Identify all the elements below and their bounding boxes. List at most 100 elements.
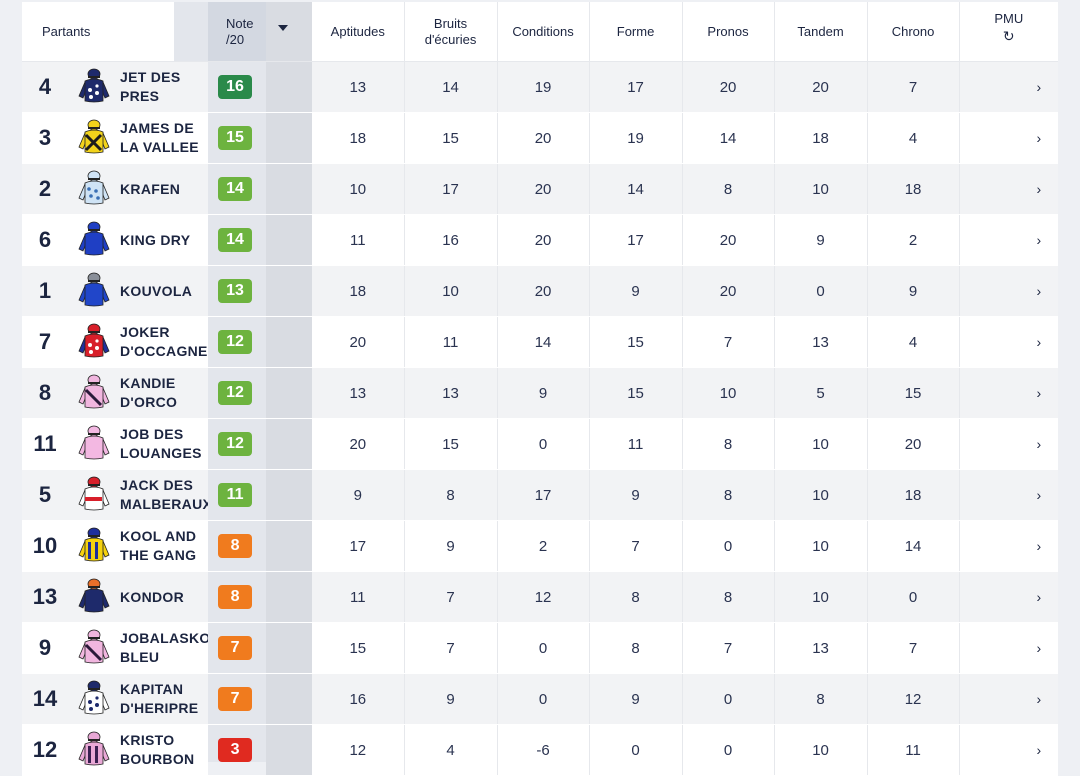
runner-number: 4 [22, 61, 68, 113]
runner-name-cell[interactable]: KRISTO BOURBON [120, 724, 209, 776]
runner-name[interactable]: JOKER D'OCCAGNES [120, 324, 209, 359]
runner-name-cell[interactable]: JET DES PRES [120, 61, 209, 113]
runner-name-cell[interactable]: JACK DES MALBERAUX [120, 469, 209, 521]
header-forme[interactable]: Forme [588, 2, 683, 62]
score-chrono: 0 [866, 571, 960, 623]
table-row[interactable]: 13 KONDOR 8 11 7 12 8 8 10 0 › [22, 571, 1059, 623]
row-gap [266, 571, 313, 623]
row-chevron-icon[interactable]: › [958, 571, 1059, 623]
silk-icon [68, 265, 120, 317]
runner-name-cell[interactable]: KOUVOLA [120, 265, 209, 317]
header-partants[interactable]: Partants [22, 2, 209, 62]
score-tandem: 10 [773, 571, 868, 623]
row-chevron-icon[interactable]: › [958, 265, 1059, 317]
table-row[interactable]: 11 JOB DES LOUANGES 12 20 15 0 11 8 10 20 › [22, 418, 1059, 470]
runner-name-cell[interactable]: JOBALASKO BLEU [120, 622, 209, 674]
row-gap [266, 61, 313, 113]
header-chrono[interactable]: Chrono [866, 2, 960, 62]
score-pronos: 7 [681, 622, 775, 674]
runner-name[interactable]: JACK DES MALBERAUX [120, 477, 209, 512]
table-row[interactable]: 7 JOKER D'OCCAGNES 12 20 11 14 15 7 13 4 › [22, 316, 1059, 368]
score-pronos: 0 [681, 724, 775, 776]
score-chrono: 12 [866, 673, 960, 725]
header-note[interactable]: Note /20 [208, 2, 289, 62]
row-gap [266, 724, 313, 776]
runner-name-cell[interactable]: KONDOR [120, 571, 209, 623]
table-row[interactable]: 9 JOBALASKO BLEU 7 15 7 0 8 7 13 7 › [22, 622, 1059, 674]
row-chevron-icon[interactable]: › [958, 622, 1059, 674]
runner-name[interactable]: JET DES PRES [120, 69, 181, 104]
score-forme: 0 [588, 724, 683, 776]
table-row[interactable]: 5 JACK DES MALBERAUX 11 9 8 17 9 8 10 18 › [22, 469, 1059, 521]
score-forme: 9 [588, 673, 683, 725]
row-chevron-icon[interactable]: › [958, 367, 1059, 419]
runner-name[interactable]: KRISTO BOURBON [120, 732, 195, 767]
note-cell: 14 [208, 214, 267, 266]
score-conditions: 0 [496, 622, 590, 674]
runner-name[interactable]: KANDIE D'ORCO [120, 375, 178, 410]
row-chevron-icon[interactable]: › [958, 673, 1059, 725]
table-row[interactable]: 12 KRISTO BOURBON 3 12 4 -6 0 0 10 11 › [22, 724, 1059, 776]
table-row[interactable]: 4 JET DES PRES 16 13 14 19 17 20 20 7 › [22, 61, 1059, 113]
table-row[interactable]: 1 KOUVOLA 13 18 10 20 9 20 0 9 › [22, 265, 1059, 317]
runner-name-cell[interactable]: KAPITAN D'HERIPRE [120, 673, 209, 725]
row-chevron-icon[interactable]: › [958, 61, 1059, 113]
runner-name[interactable]: KOUVOLA [120, 282, 193, 299]
runner-name[interactable]: KRAFEN [120, 180, 181, 197]
table-row[interactable]: 3 JAMES DE LA VALLEE 15 18 15 20 19 14 18 4 › [22, 112, 1059, 164]
row-chevron-icon[interactable]: › [958, 520, 1059, 572]
row-chevron-icon[interactable]: › [958, 316, 1059, 368]
score-chrono: 4 [866, 316, 960, 368]
runner-name-cell[interactable]: KING DRY [120, 214, 209, 266]
header-conditions[interactable]: Conditions [496, 2, 590, 62]
table-row[interactable]: 8 KANDIE D'ORCO 12 13 13 9 15 10 5 15 › [22, 367, 1059, 419]
runner-name[interactable]: JOBALASKO BLEU [120, 630, 209, 665]
runner-number: 1 [22, 265, 68, 317]
silk-icon [68, 520, 120, 572]
table-row[interactable]: 6 KING DRY 14 11 16 20 17 20 9 2 › [22, 214, 1059, 266]
runner-number: 5 [22, 469, 68, 521]
runner-name[interactable]: KING DRY [120, 231, 191, 248]
refresh-icon[interactable]: ↻ [1002, 28, 1015, 44]
row-chevron-icon[interactable]: › [958, 724, 1059, 776]
score-tandem: 10 [773, 163, 868, 215]
note-badge: 14 [218, 228, 253, 252]
table-row[interactable]: 2 KRAFEN 14 10 17 20 14 8 10 18 › [22, 163, 1059, 215]
runner-name[interactable]: KONDOR [120, 588, 185, 605]
runner-name-cell[interactable]: JAMES DE LA VALLEE [120, 112, 209, 164]
runner-name[interactable]: JOB DES LOUANGES [120, 426, 202, 461]
runner-name-cell[interactable]: KOOL AND THE GANG [120, 520, 209, 572]
runner-name[interactable]: KAPITAN D'HERIPRE [120, 681, 199, 716]
score-chrono: 9 [866, 265, 960, 317]
runner-name[interactable]: JAMES DE LA VALLEE [120, 120, 199, 155]
header-tandem[interactable]: Tandem [773, 2, 868, 62]
sort-desc-icon[interactable] [278, 25, 289, 31]
header-bruits[interactable]: Bruits d'écuries [403, 2, 498, 62]
row-chevron-icon[interactable]: › [958, 469, 1059, 521]
table-row[interactable]: 14 KAPITAN D'HERIPRE 7 16 9 0 9 0 8 12 › [22, 673, 1059, 725]
header-pmu[interactable]: PMU ↻ [958, 2, 1059, 62]
table-row[interactable]: 10 KOOL AND THE GANG 8 17 9 2 7 0 10 14 › [22, 520, 1059, 572]
row-chevron-icon[interactable]: › [958, 214, 1059, 266]
row-chevron-icon[interactable]: › [958, 418, 1059, 470]
runner-name-cell[interactable]: KANDIE D'ORCO [120, 367, 209, 419]
note-badge: 14 [218, 177, 253, 201]
row-chevron-icon[interactable]: › [958, 163, 1059, 215]
row-chevron-icon[interactable]: › [958, 112, 1059, 164]
score-bruits: 11 [403, 316, 498, 368]
header-aptitudes[interactable]: Aptitudes [312, 2, 405, 62]
score-forme: 8 [588, 622, 683, 674]
score-tandem: 10 [773, 469, 868, 521]
header-pronos[interactable]: Pronos [681, 2, 775, 62]
note-cell: 8 [208, 571, 267, 623]
silk-icon [68, 61, 120, 113]
runner-name[interactable]: KOOL AND THE GANG [120, 528, 197, 563]
runner-name-cell[interactable]: KRAFEN [120, 163, 209, 215]
score-pronos: 8 [681, 418, 775, 470]
runner-name-cell[interactable]: JOB DES LOUANGES [120, 418, 209, 470]
runner-number: 2 [22, 163, 68, 215]
note-cell: 15 [208, 112, 267, 164]
note-cell: 7 [208, 673, 267, 725]
runner-name-cell[interactable]: JOKER D'OCCAGNES [120, 316, 209, 368]
score-pronos: 8 [681, 469, 775, 521]
